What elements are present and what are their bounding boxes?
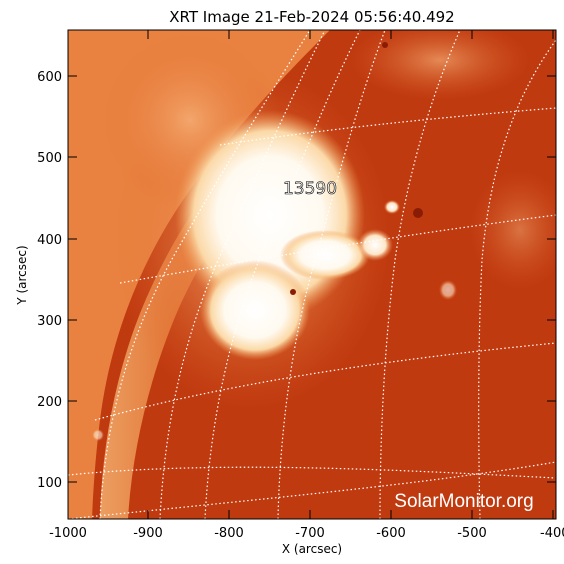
flare-knot <box>357 229 393 261</box>
x-tick-label: -600 <box>376 526 406 541</box>
y-tick-label: 300 <box>37 314 62 329</box>
diffuse-glow <box>470 170 556 290</box>
x-tick-label: -800 <box>214 526 244 541</box>
dark-spot <box>413 208 423 218</box>
diffuse-glow <box>350 30 530 100</box>
bright-point <box>92 429 104 441</box>
x-tick-label: -1000 <box>49 526 87 541</box>
dark-spot <box>290 289 296 295</box>
heliographic-grid <box>68 30 556 519</box>
x-tick-label: -900 <box>133 526 163 541</box>
plot-frame <box>67 29 557 520</box>
y-tick-label: 600 <box>37 70 62 85</box>
x-tick-labels: -1000 -900 -800 -700 -600 -500 -400 <box>49 526 564 541</box>
y-tick-label: 400 <box>37 233 62 248</box>
x-axis-label: X (arcsec) <box>282 542 342 556</box>
flare-core <box>200 260 310 360</box>
watermark: SolarMonitor.org <box>394 491 533 512</box>
image-title: XRT Image 21-Feb-2024 05:56:40.492 <box>169 8 454 26</box>
tick-marks <box>67 30 556 519</box>
x-tick-label: -500 <box>457 526 487 541</box>
y-tick-label: 200 <box>37 395 62 410</box>
y-tick-label: 500 <box>37 151 62 166</box>
y-tick-label: 100 <box>37 476 62 491</box>
x-tick-label: -700 <box>295 526 325 541</box>
dark-spot <box>382 42 388 48</box>
flare-knot <box>384 200 400 214</box>
y-tick-labels: 100 200 300 400 500 600 <box>37 70 62 491</box>
solar-image <box>68 30 556 519</box>
x-tick-label: -400 <box>540 526 564 541</box>
y-axis-label: Y (arcsec) <box>15 245 29 305</box>
bright-point <box>439 280 457 300</box>
active-region-label: 13590 <box>283 179 337 199</box>
flare-core <box>280 230 370 280</box>
